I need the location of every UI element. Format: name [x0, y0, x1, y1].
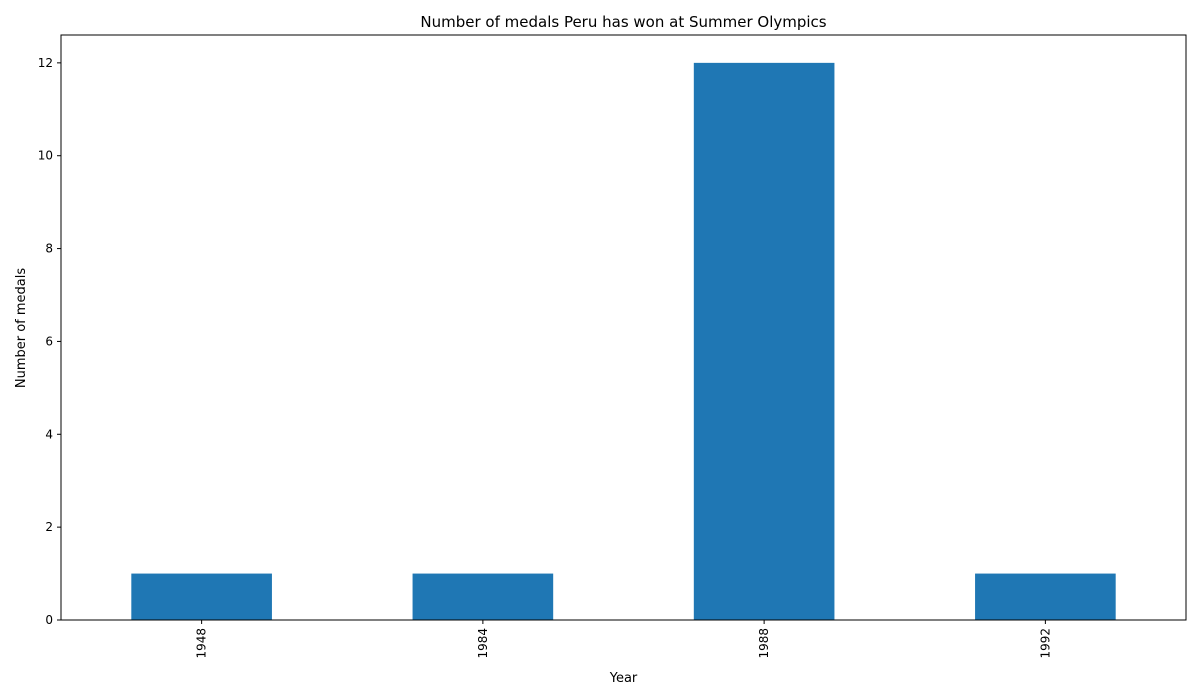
x-tick-label: 1948 — [195, 628, 209, 659]
x-tick-label: 1992 — [1038, 628, 1052, 659]
bar-1992 — [975, 573, 1116, 620]
x-axis: 1948 1984 1988 1992 — [195, 620, 1052, 659]
bar-1948 — [131, 573, 272, 620]
y-tick-label: 0 — [45, 613, 53, 627]
x-axis-label: Year — [609, 671, 638, 686]
x-tick-label: 1988 — [757, 628, 771, 659]
y-tick-label: 10 — [38, 149, 53, 163]
y-axis: 0 2 4 6 8 10 12 — [38, 56, 61, 627]
bar-1984 — [412, 573, 554, 620]
bar-1988 — [693, 62, 835, 621]
x-tick-label: 1984 — [476, 628, 490, 659]
y-tick-label: 4 — [45, 427, 53, 441]
y-tick-label: 8 — [45, 242, 53, 256]
bars-group — [131, 62, 1116, 621]
y-tick-label: 2 — [45, 520, 53, 534]
chart-title: Number of medals Peru has won at Summer … — [420, 13, 826, 31]
y-tick-label: 6 — [45, 334, 53, 348]
y-tick-label: 12 — [38, 56, 53, 70]
y-axis-label: Number of medals — [14, 268, 29, 389]
plot-frame — [60, 34, 1187, 621]
